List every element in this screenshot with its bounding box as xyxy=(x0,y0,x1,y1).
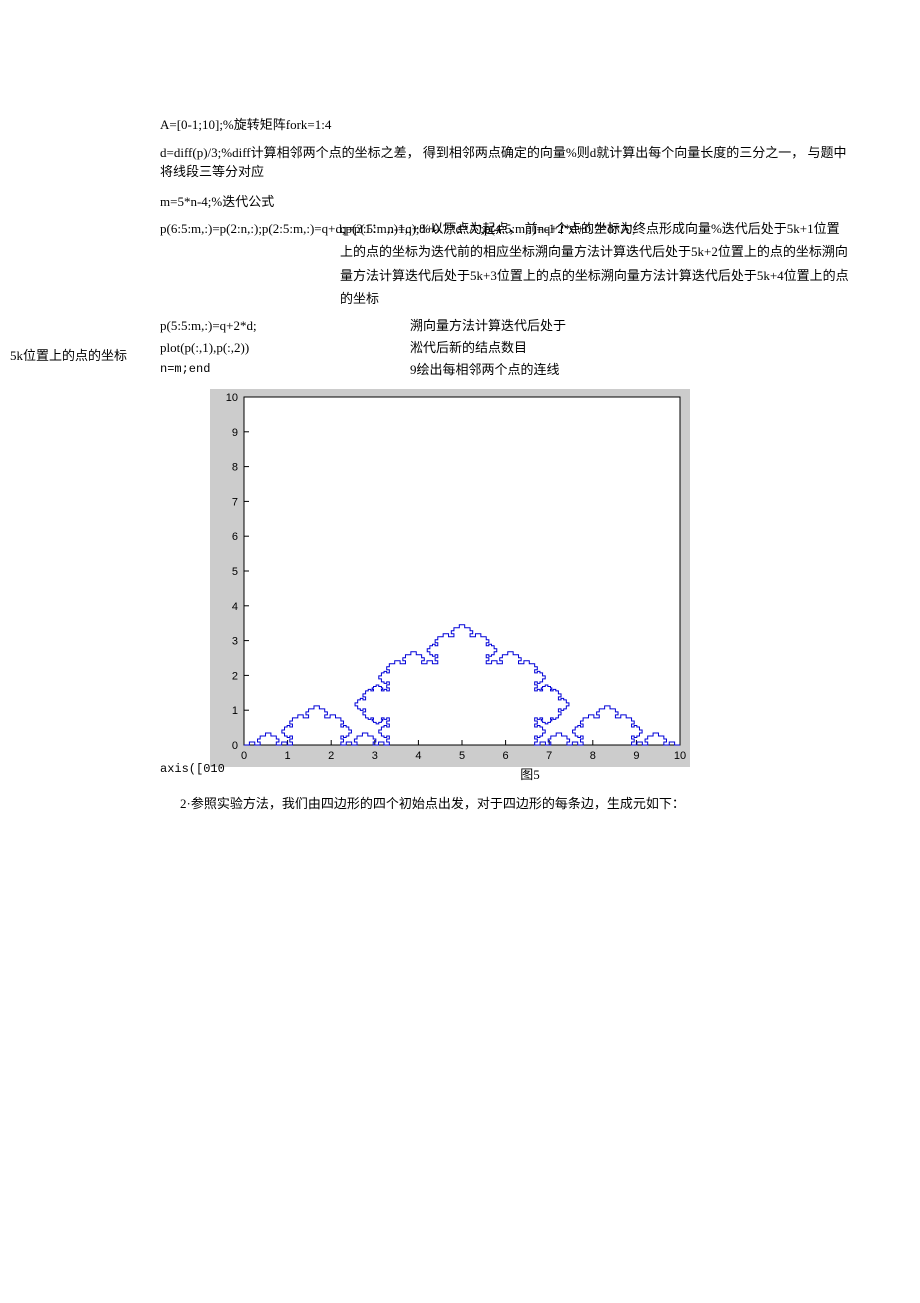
b3-l1: p(5:5:m,:)=q+2*d; xyxy=(160,315,360,337)
svg-text:7: 7 xyxy=(232,496,238,508)
svg-text:1: 1 xyxy=(232,705,238,717)
chart-container: axis([010 0 1 2 3 4 5 6 7 8 9 10 0 1 2 3 4 5 6 7 8 9 10 图5 xyxy=(160,389,850,785)
svg-text:9: 9 xyxy=(232,427,238,439)
svg-text:7: 7 xyxy=(546,750,552,762)
svg-text:6: 6 xyxy=(232,531,238,543)
svg-text:4: 4 xyxy=(232,601,238,613)
two-column-block-2: p(5:5:m,:)=q+2*d; plot(p(:,1),p(:,2)) n=… xyxy=(160,315,850,381)
col1-code: p(6:5:m,:)=p(2:n,:);p(2:5:m,:)=q+d;p(3:5… xyxy=(160,217,340,240)
svg-text:2: 2 xyxy=(328,750,334,762)
b3-r3: 9绘出每相邻两个点的连线 xyxy=(410,359,566,381)
svg-text:8: 8 xyxy=(590,750,596,762)
b3-l3: n=m;end xyxy=(160,359,360,379)
svg-text:0: 0 xyxy=(232,740,238,752)
svg-text:10: 10 xyxy=(674,750,686,762)
svg-text:5: 5 xyxy=(232,566,238,578)
svg-text:1: 1 xyxy=(285,750,291,762)
left-float-label: 5k位置上的点的坐标 xyxy=(10,346,127,366)
b3-l2: plot(p(:,1),p(:,2)) xyxy=(160,337,360,359)
b3-r1: 溯向量方法计算迭代后处于 xyxy=(410,315,566,337)
svg-text:8: 8 xyxy=(232,461,238,473)
axis-command-label: axis([010 xyxy=(160,760,225,778)
svg-text:4: 4 xyxy=(415,750,421,762)
b3-r2: 淞代后新的结点数目 xyxy=(410,337,566,359)
svg-text:3: 3 xyxy=(372,750,378,762)
koch-curve-chart: 0 1 2 3 4 5 6 7 8 9 10 0 1 2 3 4 5 6 7 8 9 10 xyxy=(210,389,690,767)
code-line-2: d=diff(p)/3;%diff计算相邻两个点的坐标之差， 得到相邻两点确定的… xyxy=(160,143,850,182)
svg-text:0: 0 xyxy=(241,750,247,762)
svg-text:3: 3 xyxy=(232,635,238,647)
svg-text:2: 2 xyxy=(232,670,238,682)
final-paragraph: 2·参照实验方法，我们由四边形的四个初始点出发，对于四边形的每条边，生成元如下： xyxy=(180,794,850,814)
code-line-3: m=5*n-4;%迭代公式 xyxy=(160,192,850,212)
two-column-block-1: p(6:5:m,:)=p(2:n,:);p(2:5:m,:)=q+d;p(3:5… xyxy=(160,217,850,311)
col2-comment: q=p(1： n-1,:);%以原点为起点， 前n-1个点的坐标为终点形成向量%… xyxy=(340,217,850,311)
code-line-1: A=[0-1;10];%旋转矩阵fork=1:4 xyxy=(160,115,850,135)
code-line-2-text: d=diff(p)/3;%diff计算相邻两个点的坐标之差， 得到相邻两点确定的… xyxy=(160,145,846,180)
svg-text:9: 9 xyxy=(633,750,639,762)
svg-text:5: 5 xyxy=(459,750,465,762)
chart-caption: 图5 xyxy=(210,765,850,785)
svg-text:10: 10 xyxy=(226,392,238,404)
svg-text:6: 6 xyxy=(503,750,509,762)
